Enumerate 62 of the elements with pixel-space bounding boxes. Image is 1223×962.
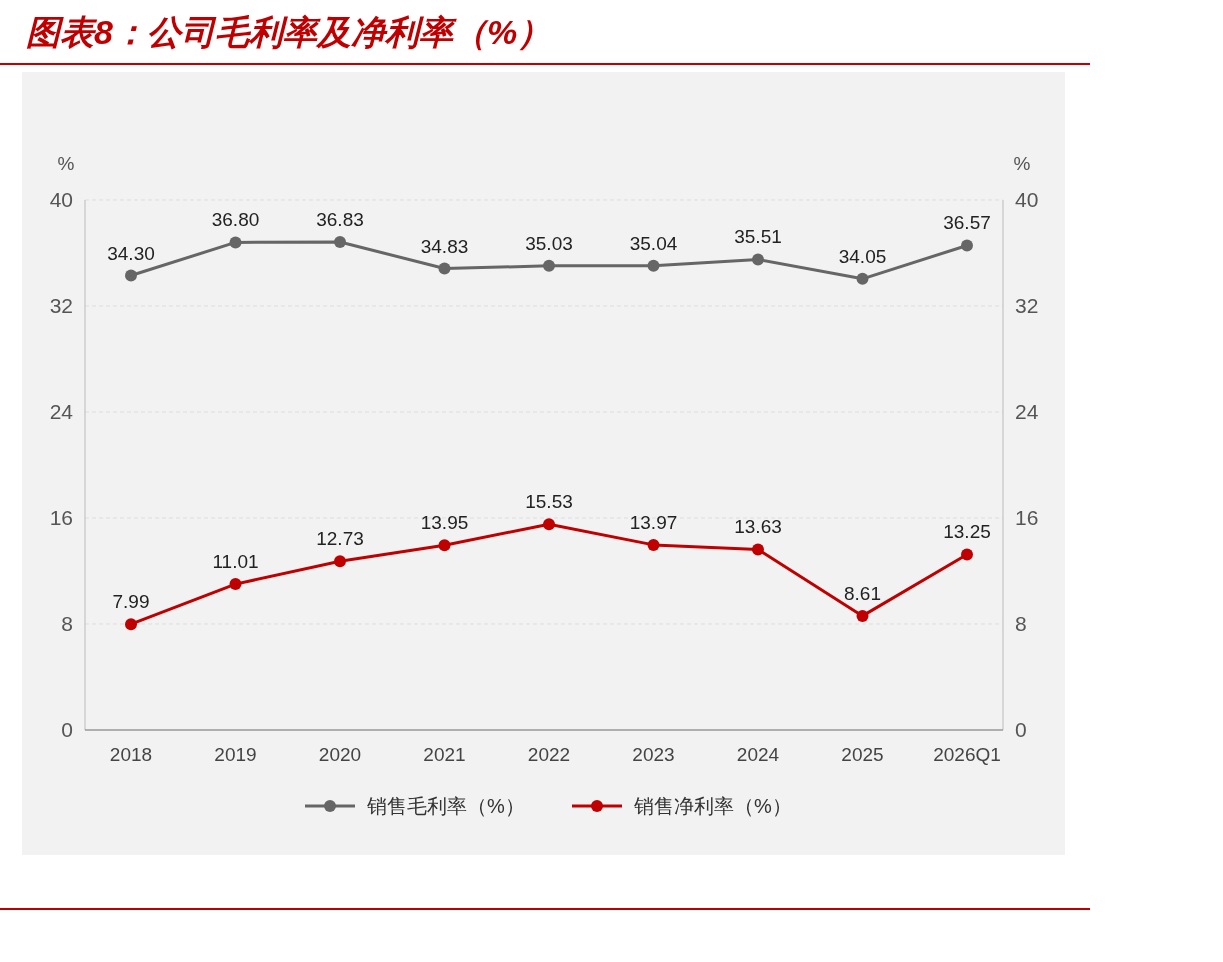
data-label: 34.83 — [420, 235, 469, 257]
data-label: 36.57 — [943, 212, 991, 234]
data-label: 34.30 — [107, 242, 155, 264]
point — [647, 538, 660, 551]
point — [752, 543, 764, 556]
data-label: 13.63 — [734, 516, 782, 538]
point — [334, 555, 346, 568]
y-tick-label: 16 — [49, 506, 73, 529]
data-label: 11.01 — [212, 551, 259, 573]
point — [856, 272, 869, 285]
point — [334, 236, 346, 248]
point — [438, 539, 451, 552]
data-label: 13.95 — [420, 512, 469, 534]
y2-tick-label: 40 — [1015, 188, 1039, 211]
x-tick-label: 2022 — [527, 744, 571, 765]
data-label: 36.83 — [316, 209, 364, 230]
point — [647, 259, 660, 272]
point — [125, 618, 137, 631]
x-tick-label: 2021 — [423, 744, 466, 765]
x-tick-label: 2025 — [841, 744, 884, 765]
data-label: 15.53 — [525, 491, 573, 513]
data-label: 35.03 — [525, 232, 573, 254]
point — [125, 269, 137, 282]
data-label: 35.51 — [734, 226, 782, 248]
y-tick-label: 32 — [49, 294, 73, 317]
y-tick-label: 40 — [49, 188, 73, 211]
point — [752, 253, 764, 266]
y2-tick-label: 24 — [1015, 400, 1039, 423]
data-label: 36.80 — [211, 209, 260, 231]
data-label: 12.73 — [316, 528, 364, 550]
point — [961, 548, 973, 561]
x-tick-label: 2023 — [632, 744, 675, 765]
y-axis-title: % — [57, 153, 75, 174]
point — [438, 262, 451, 275]
chart-title: 图表8：公司毛利率及净利率（%） — [26, 13, 552, 51]
x-tick-label: 2026Q1 — [933, 744, 1001, 765]
point — [543, 518, 555, 531]
x-tick-label: 2018 — [109, 744, 153, 765]
x-tick-label: 2020 — [318, 744, 362, 765]
point — [856, 609, 869, 622]
y-tick-label: 24 — [49, 400, 74, 423]
y-tick-label: 0 — [61, 718, 73, 741]
point — [229, 578, 242, 591]
y2-tick-label: 16 — [1015, 506, 1039, 529]
point — [229, 236, 242, 249]
point — [543, 259, 555, 272]
legend-label: 销售净利率（%） — [633, 795, 792, 817]
y2-tick-label: 32 — [1015, 294, 1039, 317]
data-label: 34.05 — [838, 245, 887, 267]
point — [961, 239, 973, 252]
data-label: 7.99 — [112, 591, 150, 613]
legend-label: 销售毛利率（%） — [366, 795, 525, 817]
y2-tick-label: 0 — [1015, 718, 1027, 741]
y2-tick-label: 8 — [1015, 612, 1027, 635]
data-label: 8.61 — [844, 582, 881, 604]
y2-axis-title: % — [1013, 153, 1031, 174]
x-tick-label: 2019 — [214, 744, 257, 765]
data-label: 13.25 — [943, 521, 991, 543]
y-tick-label: 8 — [61, 612, 73, 635]
x-tick-label: 2024 — [736, 744, 780, 765]
data-label: 35.04 — [629, 232, 678, 254]
data-label: 13.97 — [629, 511, 678, 533]
